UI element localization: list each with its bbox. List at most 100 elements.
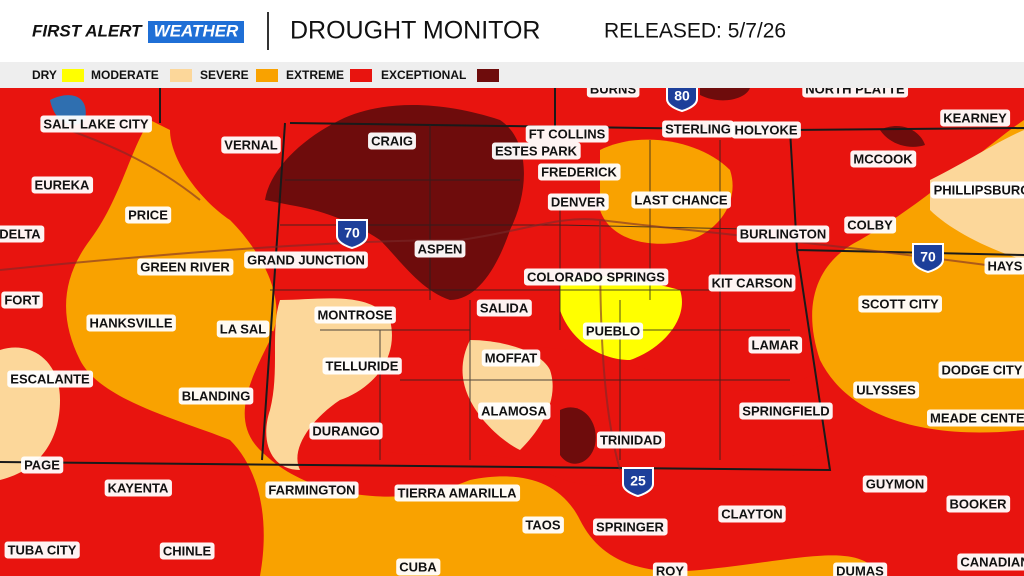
city-name: SALT LAKE CITY [43, 116, 149, 131]
label-background [957, 553, 1024, 571]
city-name: FORT [4, 292, 39, 307]
city-label: GREEN RIVER [137, 258, 234, 276]
city-name: KIT CARSON [712, 275, 793, 290]
label-background [394, 484, 521, 502]
label-background [850, 150, 917, 168]
city-name: ROY [656, 563, 685, 576]
city-label: LAMAR [748, 336, 803, 354]
city-name: CRAIG [371, 133, 413, 148]
state-border [0, 88, 1024, 472]
label-background [40, 115, 152, 133]
city-name: HOLYOKE [734, 122, 797, 137]
legend-label: SEVERE [200, 68, 249, 82]
city-name: ALAMOSA [481, 403, 547, 418]
shield: 80 [666, 82, 698, 113]
city-label: EUREKA [31, 176, 94, 194]
city-label: COLBY [844, 216, 897, 234]
city-label: PHILLIPSBURG [930, 181, 1024, 199]
city-label: TUBA CITY [4, 541, 80, 559]
label-background [940, 109, 1011, 127]
city-label: KAYENTA [104, 479, 172, 497]
city-name: ULYSSES [856, 382, 916, 397]
city-name: FT COLLINS [529, 126, 606, 141]
label-background [844, 216, 897, 234]
city-name: STERLING [665, 121, 731, 136]
city-label: SPRINGER [593, 518, 668, 536]
label-background [21, 456, 64, 474]
label-background [322, 357, 402, 375]
label-background [731, 121, 801, 139]
city-label: MOFFAT [481, 349, 541, 367]
city-label: SPRINGFIELD [739, 402, 833, 420]
legend-swatch [256, 69, 278, 82]
label-background [926, 409, 1024, 427]
label-background [125, 206, 172, 224]
city-label: CLAYTON [718, 505, 786, 523]
label-background [930, 181, 1024, 199]
city-label: DENVER [547, 193, 609, 211]
label-background [7, 370, 94, 388]
city-name: ESTES PARK [495, 143, 578, 158]
city-name: BLANDING [182, 388, 251, 403]
city-label: HANKSVILLE [86, 314, 176, 332]
city-label: FREDERICK [538, 163, 621, 181]
city-label: ESCALANTE [7, 370, 94, 388]
city-label: PRICE [125, 206, 172, 224]
city-label: STERLING [662, 120, 734, 138]
shield: 70 [336, 219, 368, 250]
city-name: SCOTT CITY [861, 296, 939, 311]
label-background [938, 361, 1024, 379]
city-name: FREDERICK [541, 164, 617, 179]
highway-shields: 80 70 70 25 [336, 82, 944, 498]
city-name: ESCALANTE [10, 371, 90, 386]
label-background [137, 258, 234, 276]
legend-label: MODERATE [91, 68, 159, 82]
city-name: BOOKER [949, 496, 1007, 511]
city-name: KAYENTA [108, 480, 169, 495]
city-label: GRAND JUNCTION [244, 251, 368, 269]
city-name: PUEBLO [586, 323, 640, 338]
legend-label: EXTREME [286, 68, 344, 82]
legend-swatch [62, 69, 84, 82]
label-background [396, 558, 441, 576]
city-label: CHINLE [159, 542, 215, 560]
city-label: ULYSSES [853, 381, 920, 399]
city-name: MCCOOK [853, 151, 913, 166]
city-name: TUBA CITY [8, 542, 77, 557]
city-label: SALT LAKE CITY [40, 115, 152, 133]
exceptional-area [880, 125, 925, 147]
shield: 70 [912, 243, 944, 274]
label-background [652, 562, 688, 576]
city-name: GREEN RIVER [140, 259, 230, 274]
label-background [414, 240, 466, 258]
label-background [708, 274, 796, 292]
legend-swatch [477, 69, 499, 82]
city-label: KEARNEY [940, 109, 1011, 127]
city-name: ASPEN [418, 241, 463, 256]
label-background [593, 518, 668, 536]
brand-box [148, 21, 244, 43]
city-name: KEARNEY [943, 110, 1007, 125]
city-name: LAST CHANCE [634, 192, 727, 207]
city-label: BLANDING [178, 387, 254, 405]
city-name: TELLURIDE [326, 358, 399, 373]
city-name: BURLINGTON [740, 226, 826, 241]
exceptional-area [560, 407, 596, 464]
label-background [833, 562, 888, 576]
city-label: SCOTT CITY [858, 295, 942, 313]
city-name: DUMAS [836, 563, 884, 576]
label-background [368, 132, 416, 150]
label-background [491, 142, 581, 160]
city-name: HAYS [988, 258, 1023, 273]
label-background [481, 349, 541, 367]
label-background [853, 381, 920, 399]
city-name: TRINIDAD [600, 432, 662, 447]
brand: FIRST ALERT [32, 21, 143, 40]
city-label: TAOS [522, 516, 564, 534]
label-background [525, 125, 609, 143]
label-background [524, 268, 669, 286]
city-label: BURLINGTON [736, 225, 830, 243]
city-label: TELLURIDE [322, 357, 402, 375]
city-label: VERNAL [221, 136, 281, 154]
city-label: DUMAS [833, 562, 888, 576]
